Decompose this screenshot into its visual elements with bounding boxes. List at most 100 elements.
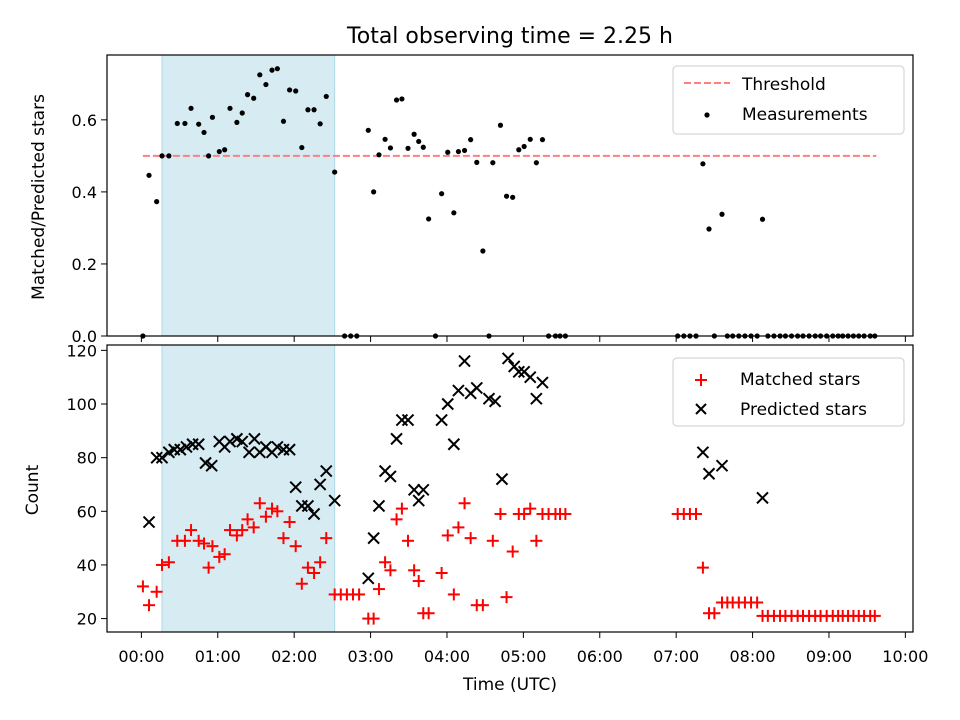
predicted-stars-point-b [271, 440, 284, 454]
count-legend-box [672, 357, 905, 427]
predicted-stars-point-b [441, 397, 454, 411]
predicted-stars-point-b [390, 432, 403, 446]
predicted-stars-point [155, 451, 169, 464]
measurements-point [445, 149, 451, 155]
matched-stars-point [192, 534, 205, 547]
predicted-stars-point [412, 494, 425, 507]
predicted-stars-point-b [417, 483, 430, 497]
predicted-stars-point [384, 470, 397, 483]
count-plot-y-ticks: 20 40 60 80 100 120 [66, 341, 107, 629]
measurements-point [209, 114, 216, 120]
predicted-stars-point-b [447, 438, 461, 451]
predicted-stars-point-b [524, 370, 537, 384]
measurements-point [146, 172, 152, 178]
matched-legend-handle [695, 374, 707, 386]
predicted-stars-point [441, 397, 454, 411]
measurements-point [159, 153, 165, 159]
count-y-tick-label: 20 [77, 610, 97, 629]
predicted-stars-point [536, 376, 549, 389]
matched-stars-point [494, 507, 507, 520]
measurements-point [497, 122, 504, 128]
predicted-stars-point-b [289, 480, 302, 494]
measurements-point [263, 81, 269, 88]
matched-stars-point [441, 529, 454, 542]
predicted-stars-point [271, 440, 284, 454]
matched-stars-point [218, 548, 231, 561]
matched-stars-point [395, 502, 408, 515]
matched-stars-point [559, 507, 572, 520]
measurements-point [474, 159, 480, 165]
predicted-stars-point-b [412, 494, 425, 507]
measurements-point [269, 67, 275, 73]
measurements-point [216, 148, 222, 155]
x-tick-label: 10:00 [882, 647, 928, 666]
matched-stars-point [402, 534, 415, 547]
x-tick-label: 04:00 [424, 647, 470, 666]
matched-stars-point [277, 532, 290, 545]
x-axis-label: Time (UTC) [462, 675, 557, 695]
measurements-point [371, 189, 377, 195]
measurements-point [455, 148, 462, 155]
x-tick-label: 07:00 [653, 647, 699, 666]
predicted-stars-point [199, 456, 212, 470]
predicted-legend-label: Predicted stars [740, 400, 867, 420]
predicted-stars-point [236, 435, 249, 448]
matched-stars-point [530, 534, 543, 547]
matched-stars-point [185, 524, 198, 537]
figure-title: Total observing time = 2.25 h [346, 24, 673, 49]
predicted-stars-point [174, 443, 187, 456]
measurements-point [451, 210, 457, 216]
count-plot-x-ticks: 00:00 01:00 02:00 03:00 04:00 05:00 06:00 07:00… [118, 632, 928, 666]
predicted-stars-point [756, 491, 769, 505]
ratio-y-tick-label: 0.6 [72, 111, 97, 130]
predicted-stars-point-b [756, 491, 769, 505]
predicted-stars-point-b [205, 459, 218, 472]
predicted-stars-point-b [313, 478, 327, 491]
measurements-point [393, 97, 400, 103]
predicted-stars-point-b [517, 365, 531, 379]
matched-stars-point [253, 497, 266, 510]
matched-stars-point [464, 532, 477, 545]
predicted-stars-point [328, 494, 341, 507]
predicted-stars-point-b [715, 459, 729, 472]
x-tick-label: 05:00 [500, 647, 546, 666]
count-plot-legend: Matched stars Predicted stars [672, 357, 905, 427]
predicted-stars-point [447, 438, 461, 451]
measurements-point [480, 248, 486, 254]
ratio-plot-marks [140, 66, 878, 339]
measurements-point [239, 110, 245, 116]
predicted-stars-point [313, 478, 327, 491]
ratio-plot-shaded-region [161, 54, 336, 337]
predicted-stars-point-b [192, 438, 205, 451]
predicted-stars-point-b [230, 432, 244, 446]
predicted-stars-point [150, 451, 163, 464]
matched-stars-point [868, 609, 881, 622]
matched-stars-point [435, 566, 448, 579]
measurements-point [399, 96, 405, 102]
predicted-stars-point-b [248, 432, 261, 446]
predicted-stars-point-b [512, 365, 525, 379]
predicted-stars-point-b [488, 395, 502, 408]
measurements-point [332, 169, 338, 175]
measurements-point [510, 194, 516, 200]
matched-stars-point [708, 607, 721, 620]
predicted-stars-point [223, 435, 237, 448]
predicted-stars-point-b [180, 440, 193, 454]
measurements-point [516, 147, 522, 153]
x-tick-label: 00:00 [118, 647, 164, 666]
ratio-y-tick-label: 0.0 [72, 327, 97, 346]
ratio-plot-legend: Threshold Measurements [672, 65, 905, 135]
predicted-stars-point [248, 432, 261, 446]
predicted-stars-point [142, 515, 156, 529]
matched-legend-label: Matched stars [740, 370, 860, 390]
matched-stars-point [412, 575, 425, 588]
matched-stars-point [156, 558, 169, 571]
measurements-point [426, 216, 432, 222]
matched-stars-point [213, 550, 226, 563]
measurements-point [365, 127, 371, 133]
measurements-point [700, 161, 706, 167]
x-tick-label: 01:00 [195, 647, 241, 666]
matched-stars-point [295, 577, 308, 590]
ratio-y-tick-label: 0.2 [72, 255, 97, 274]
predicted-stars-point-b [372, 499, 386, 513]
